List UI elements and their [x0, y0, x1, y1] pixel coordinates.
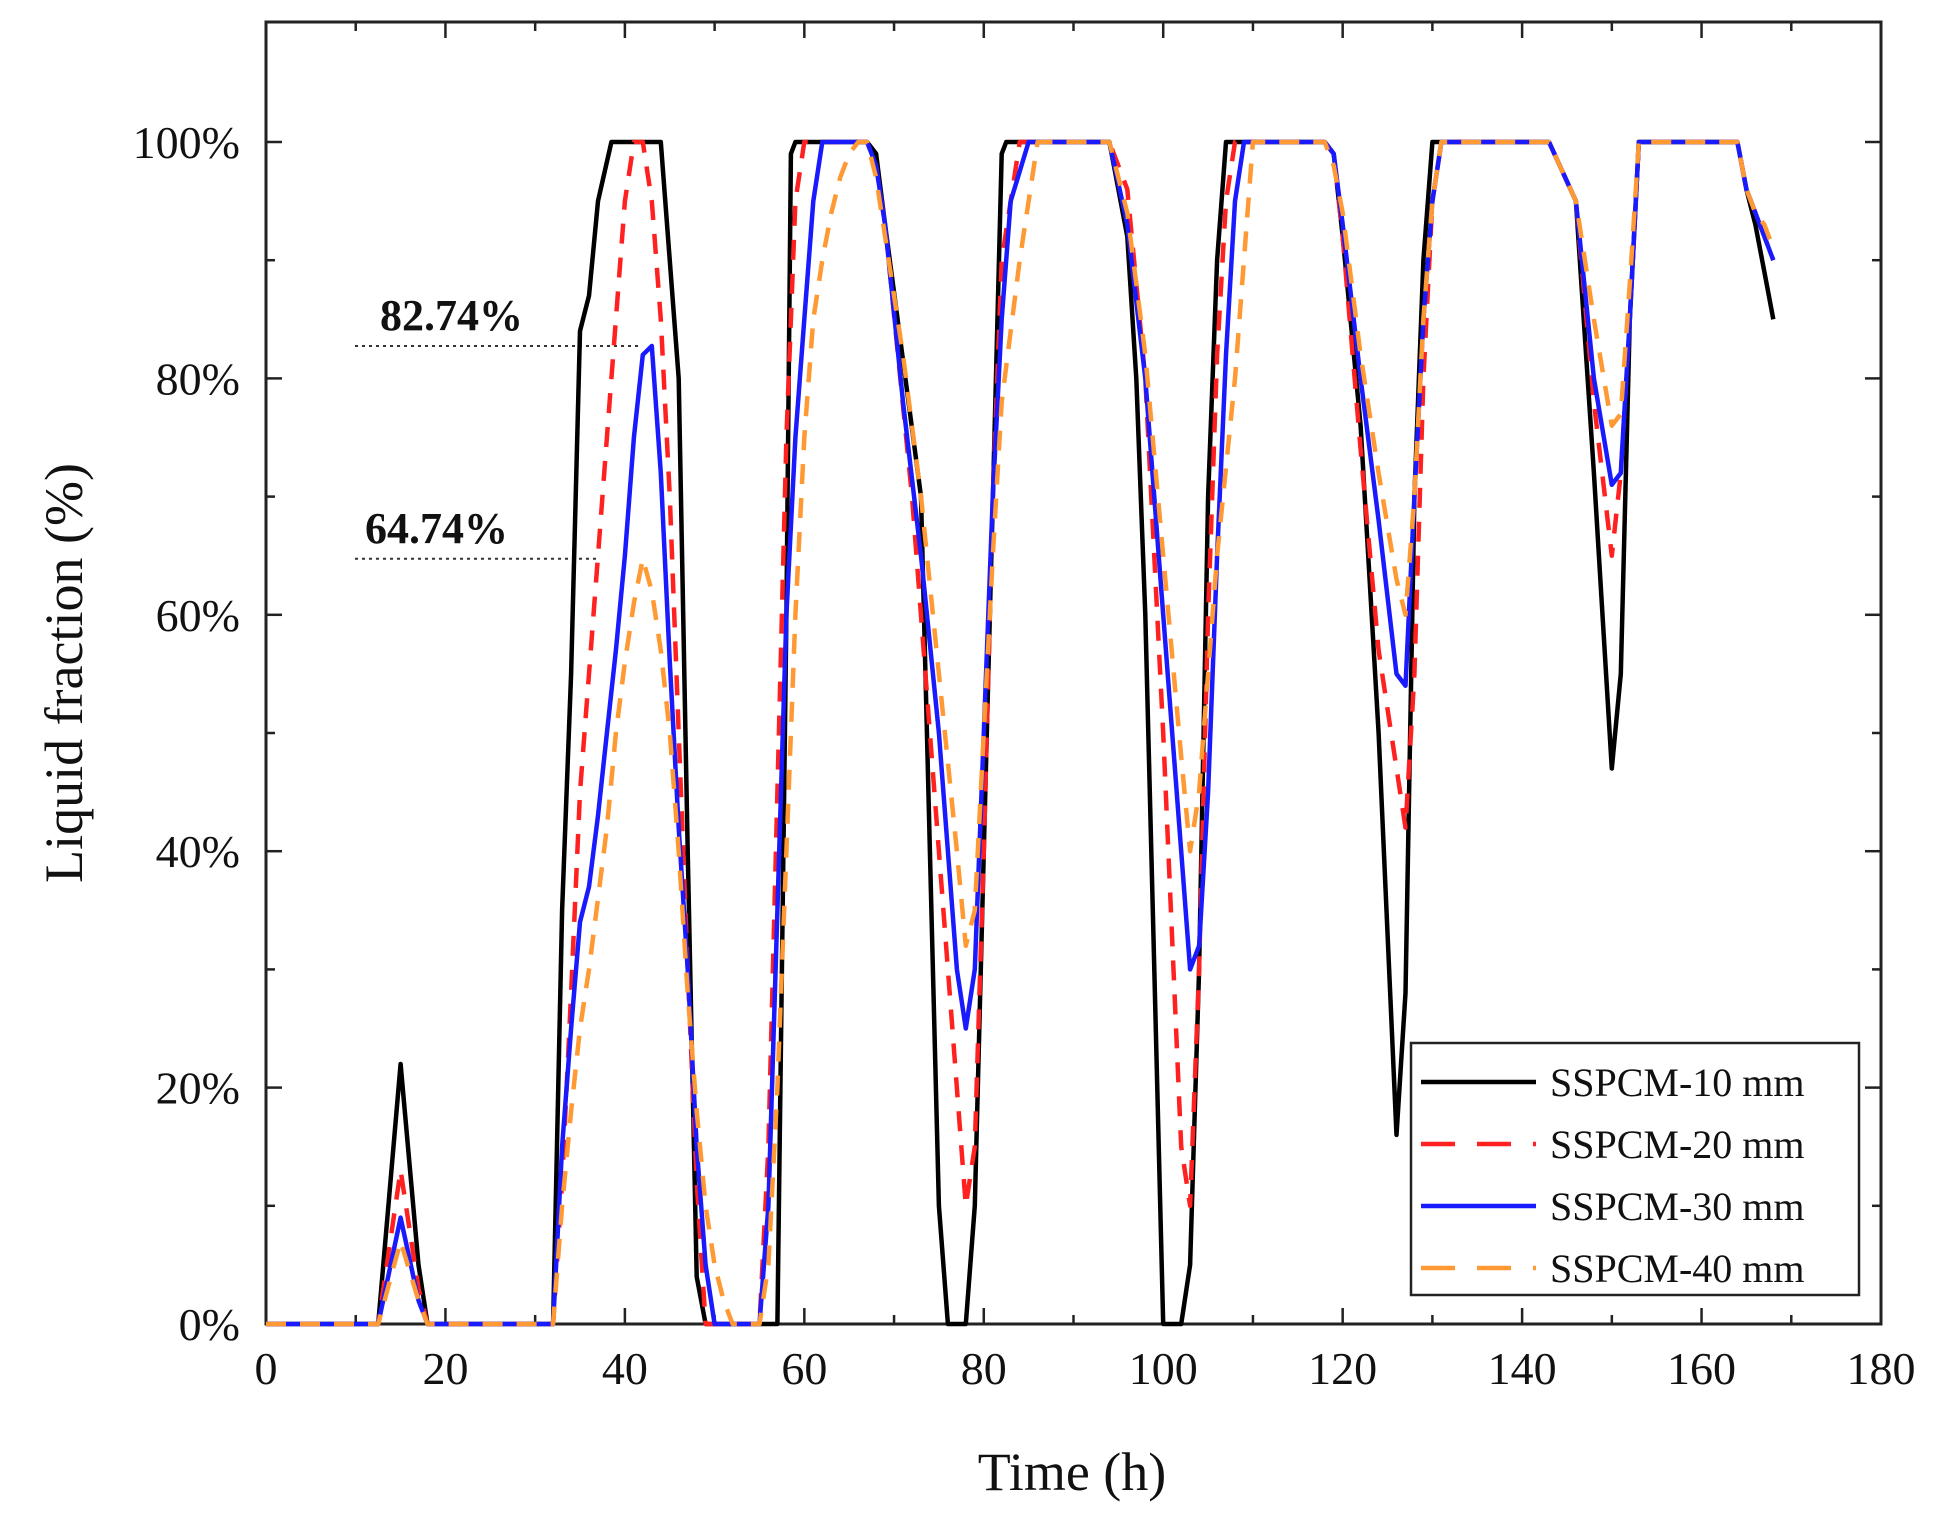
- legend-label: SSPCM-10 mm: [1550, 1060, 1805, 1105]
- x-tick-label: 80: [961, 1343, 1007, 1394]
- x-tick-label: 60: [781, 1343, 827, 1394]
- legend-label: SSPCM-20 mm: [1550, 1122, 1805, 1167]
- series-line-2: [266, 139, 1776, 1327]
- x-tick-label: 100: [1129, 1343, 1198, 1394]
- x-tick-label: 40: [602, 1343, 648, 1394]
- legend: SSPCM-10 mm SSPCM-20 mm SSPCM-30 mm SSPCM-4…: [1409, 1041, 1861, 1297]
- x-tick-label: 140: [1488, 1343, 1557, 1394]
- y-axis-ticks: 0% 20% 40% 60% 80% 100%: [133, 117, 1881, 1350]
- x-tick-label: 20: [422, 1343, 468, 1394]
- x-tick-label: 120: [1308, 1343, 1377, 1394]
- series-lines: [266, 139, 1776, 1327]
- legend-box: [1409, 1041, 1861, 1297]
- x-tick-label: 0: [255, 1343, 278, 1394]
- peak-annotations: 82.74% 64.74%: [355, 291, 640, 560]
- x-axis-title: Time (h): [978, 1442, 1167, 1502]
- annotation-label: 64.74%: [365, 504, 508, 553]
- y-axis-title: Liquid fraction (%): [34, 463, 94, 883]
- x-tick-label: 160: [1667, 1343, 1736, 1394]
- y-tick-label: 40%: [156, 826, 240, 877]
- x-tick-label: 180: [1847, 1343, 1916, 1394]
- legend-label: SSPCM-30 mm: [1550, 1184, 1805, 1229]
- y-tick-label: 100%: [133, 117, 240, 168]
- y-tick-label: 0%: [179, 1299, 240, 1350]
- legend-label: SSPCM-40 mm: [1550, 1246, 1805, 1291]
- y-tick-label: 60%: [156, 590, 240, 641]
- y-tick-label: 80%: [156, 353, 240, 404]
- x-axis-ticks: 0 20 40 60 80 100 120 140 160 180: [255, 22, 1916, 1394]
- series-line-4: [266, 139, 1776, 1327]
- y-tick-label: 20%: [156, 1063, 240, 1114]
- annotation-label: 82.74%: [380, 291, 523, 340]
